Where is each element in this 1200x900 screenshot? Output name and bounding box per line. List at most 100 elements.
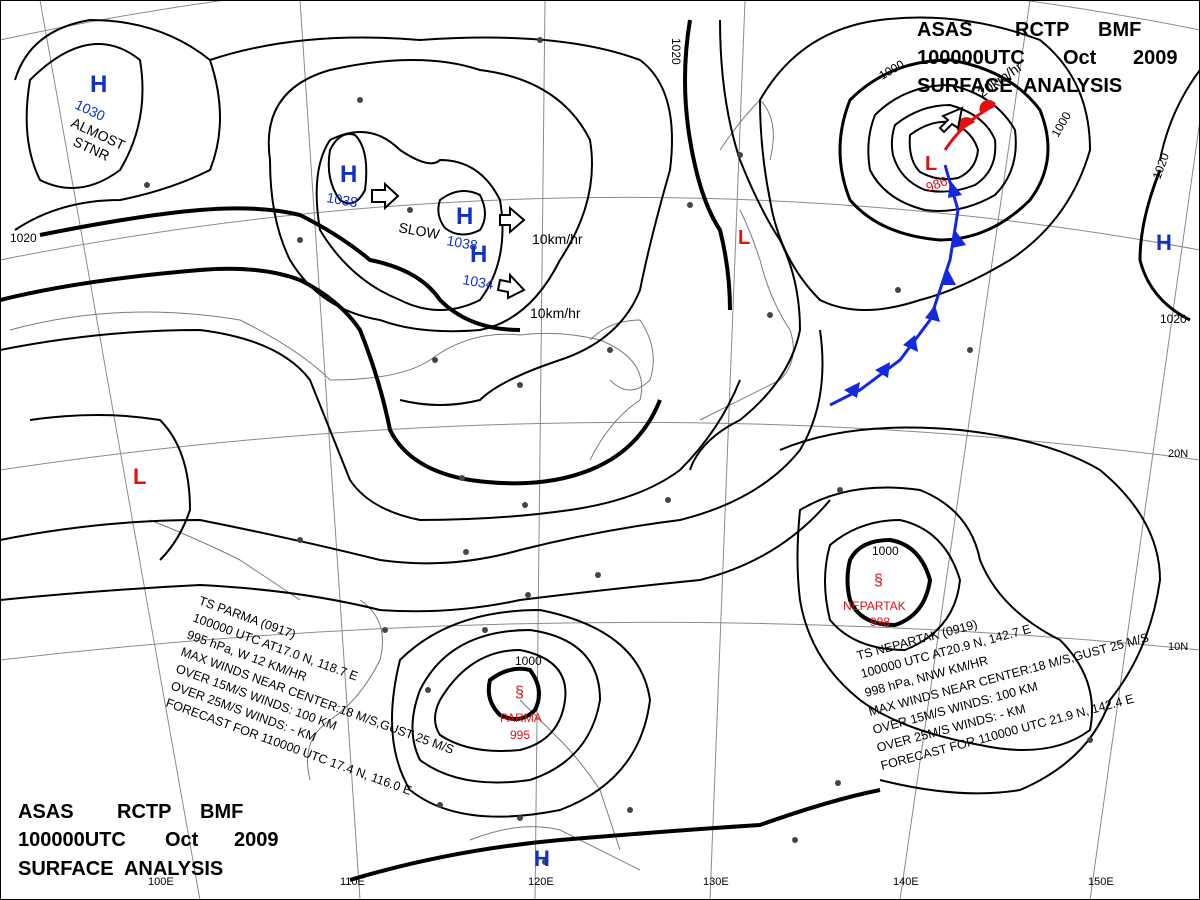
station-dot — [837, 487, 843, 493]
isobar-1016 — [689, 19, 802, 471]
isobar-south-2 — [0, 329, 824, 565]
meridian-140e — [899, 0, 1031, 900]
isobar-label: 1020 — [1150, 151, 1172, 181]
axis-labels: 100E 110E 120E 130E 140E 150E 20N 10N — [148, 448, 1188, 888]
station-dot — [895, 287, 901, 293]
station-plots — [144, 37, 1093, 865]
parallel-10n — [0, 621, 1200, 661]
parma-pressure: 995 — [510, 728, 530, 742]
station-dot — [792, 837, 798, 843]
station-dot — [607, 347, 613, 353]
storm-labels: NEPARTAK 998 PARMA 995 — [500, 599, 906, 742]
isobar-label: 1020 — [1160, 312, 1187, 326]
isobar-low-ne-3 — [890, 103, 997, 193]
isobars — [0, 16, 1200, 882]
isobar-1008-south — [349, 788, 881, 882]
station-dot — [144, 182, 150, 188]
station-dot — [835, 780, 841, 786]
front-triangle — [925, 305, 940, 322]
isobar-high-mid — [267, 59, 593, 333]
ts-parma-block: TS PARMA (0917) 100000 UTC AT17.0 N, 118… — [164, 594, 456, 798]
low-value-986: 986 — [924, 173, 950, 195]
low-center-japan: L — [738, 227, 750, 249]
station-dot — [463, 549, 469, 555]
header-bl-title: SURFACE ANALYSIS — [18, 858, 223, 880]
isobar-south-1 — [0, 328, 741, 522]
motion-speed-label-2: 10km/hr — [530, 305, 581, 321]
header-bl-time: 100000UTC — [18, 829, 126, 851]
isobar-low-ne-2 — [867, 83, 1017, 212]
coast-philippines — [519, 699, 621, 851]
isobar-label: 1000 — [872, 544, 899, 558]
isobar-low-ne-outer — [758, 16, 1092, 311]
isobar-label: 1020 — [10, 231, 37, 245]
station-dot — [967, 347, 973, 353]
meridian-100e — [39, 0, 201, 900]
front-triangle — [875, 362, 890, 378]
station-dot — [517, 815, 523, 821]
header-top-right: ASAS RCTP BMF 100000UTC Oct 2009 SURFACE… — [917, 19, 1178, 97]
station-dot — [297, 237, 303, 243]
isobar-label: 1000 — [877, 57, 907, 83]
station-dot — [687, 202, 693, 208]
station-dot — [525, 592, 531, 598]
station-dot — [627, 807, 633, 813]
isobar-label: 1020 — [669, 38, 683, 65]
high-center-1038-b: H — [456, 203, 473, 230]
station-dot — [737, 152, 743, 158]
lon-label-120e: 120E — [528, 876, 554, 888]
isobar-label: 1000 — [1048, 109, 1074, 139]
nepartak-symbol: § — [874, 572, 883, 589]
cold-front-line — [829, 164, 960, 407]
motion-speed-label-1: 10km/hr — [532, 231, 583, 247]
high-center-1030: H — [90, 71, 107, 98]
isobar-1020-mid — [0, 266, 662, 486]
header-tr-asas: ASAS — [917, 19, 973, 41]
meridian-130e — [709, 0, 746, 900]
warm-front — [943, 99, 996, 151]
lon-label-140e: 140E — [893, 876, 919, 888]
lat-label-10n: 10N — [1168, 641, 1188, 653]
meridian-150e — [1089, 119, 1200, 900]
arrow-east-1 — [499, 205, 526, 235]
header-tr-month: Oct — [1063, 47, 1097, 69]
header-tr-year: 2009 — [1133, 47, 1178, 69]
meridian-110e — [299, 0, 361, 900]
isobar-high-core — [315, 131, 504, 311]
isobar-nepartak-3 — [796, 486, 1093, 751]
station-dot — [542, 859, 548, 865]
high-value-1034: 1034 — [461, 271, 495, 292]
front-triangle — [940, 270, 956, 285]
lat-label-20n: 20N — [1168, 448, 1188, 460]
header-bl-asas: ASAS — [18, 801, 74, 823]
nepartak-pressure: 998 — [870, 615, 890, 629]
parma-name: PARMA — [500, 711, 542, 725]
coastlines — [9, 99, 794, 871]
header-bl-month: Oct — [165, 829, 199, 851]
station-dot — [459, 475, 465, 481]
isobar-nepartak-2 — [824, 518, 962, 652]
front-triangle — [903, 335, 918, 352]
high-value-1038-a: 1038 — [325, 189, 359, 210]
isobar-nw — [14, 18, 221, 231]
coast-japan — [699, 209, 794, 421]
coast-borneo — [469, 826, 641, 871]
header-tr-rctp: RCTP — [1015, 19, 1069, 41]
lon-label-150e: 150E — [1088, 876, 1114, 888]
isobar-1038-b — [437, 190, 486, 236]
isobar-nepartak-4 — [779, 426, 1162, 795]
station-dot — [767, 312, 773, 318]
isobar-low-west — [29, 414, 192, 561]
isobar-1020-top — [683, 19, 732, 311]
high-center-1038-a: H — [340, 161, 357, 188]
cold-front — [829, 164, 966, 407]
isobar-1020 — [39, 206, 521, 332]
station-dot — [432, 357, 438, 363]
station-dot — [595, 572, 601, 578]
low-center-986: L — [925, 153, 937, 175]
station-dot — [482, 627, 488, 633]
front-semicircle — [956, 117, 975, 132]
isobar-label: 1000 — [515, 654, 542, 668]
nepartak-name: NEPARTAK — [843, 599, 906, 613]
